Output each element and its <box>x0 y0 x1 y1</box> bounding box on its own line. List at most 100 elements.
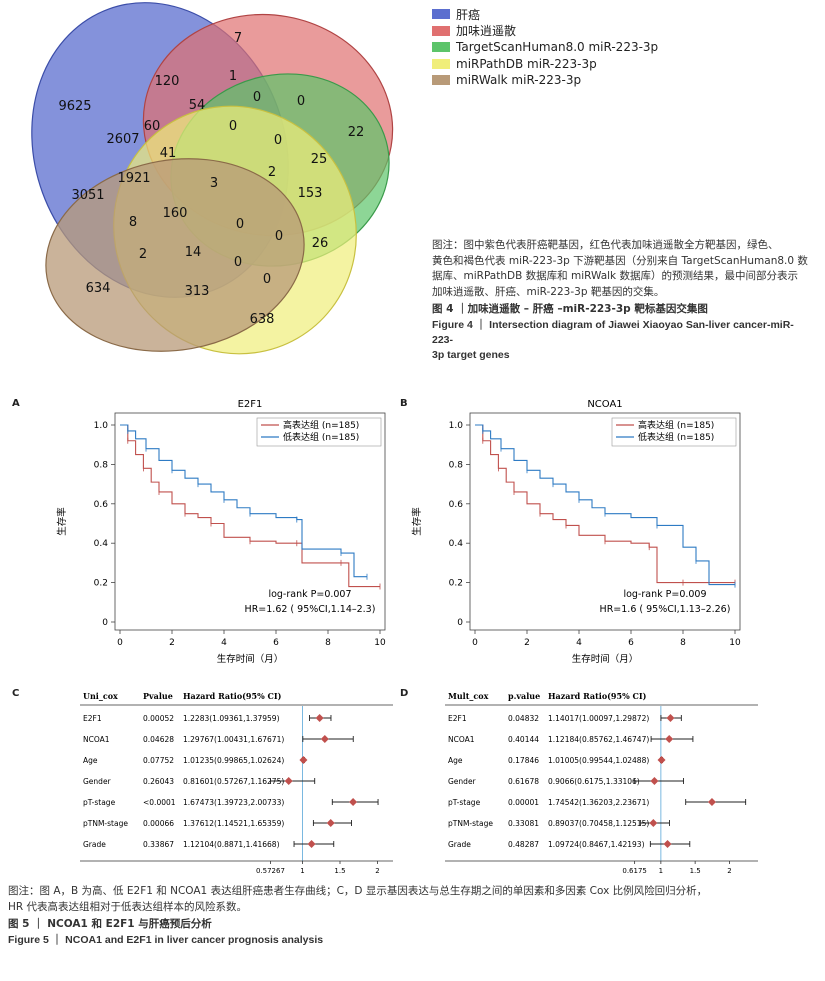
forest-row-name: NCOA1 <box>448 735 475 744</box>
forest-x-tick-label: 1 <box>300 867 304 875</box>
venn-legend-label: miRPathDB miR-223-3p <box>456 56 597 71</box>
forest-x-tick-label: 1 <box>659 867 663 875</box>
venn-legend-label: 肝癌 <box>456 7 481 22</box>
forest-x-tick-label: 0.6175 <box>622 867 647 875</box>
forest-row-hr-text: 1.09724(0.8467,1.42193) <box>548 840 645 849</box>
forest-row-name: Grade <box>448 840 471 849</box>
forest-row-p: 0.33081 <box>508 819 539 828</box>
venn-numbers: 7 120 1 9625 54 0 0 22 2607 60 0 0 41 25 1921 3 2 153 3051… <box>58 31 364 327</box>
figure5-caption-cn: 图 5 ｜ NCOA1 和 E2F1 与肝癌预后分析 <box>8 918 212 930</box>
km-x-axis-label: 生存时间（月） <box>572 653 639 665</box>
venn-region-count: 160 <box>163 206 188 221</box>
km-x-tick-label: 8 <box>325 638 331 648</box>
figure4-note-line-4: 加味逍遥散、肝癌、miR-223-3p 靶基因的交集。 <box>432 285 665 298</box>
venn-region-count: 2 <box>139 247 147 262</box>
venn-region-count: 7 <box>234 31 242 46</box>
venn-region-count: 0 <box>274 133 282 148</box>
forest-row-p: 0.61678 <box>508 777 539 786</box>
forest-row-name: pTNM-stage <box>83 819 128 828</box>
km-y-tick-label: 0.8 <box>449 460 464 470</box>
forest-row-p: 0.04628 <box>143 735 174 744</box>
forest-row-p: 0.48287 <box>508 840 539 849</box>
venn-region-count: 54 <box>189 98 206 113</box>
km-y-tick-label: 0.8 <box>94 460 109 470</box>
venn-legend-item: 肝癌 <box>432 6 658 23</box>
panel-label-c: C <box>12 688 20 699</box>
forest-row-hr-text: 0.89037(0.70458,1.12515) <box>548 819 649 828</box>
km-y-tick-label: 0.2 <box>94 579 108 589</box>
km-legend-label: 低表达组 (n=185) <box>283 431 359 443</box>
figure4-note-line-1: 图注：图中紫色代表肝癌靶基因，红色代表加味逍遥散全方靶基因，绿色、 <box>432 239 779 251</box>
forest-row-name: E2F1 <box>448 714 467 723</box>
km-y-tick-label: 0.6 <box>449 500 464 510</box>
forest-point <box>307 840 316 848</box>
km-y-tick-label: 1.0 <box>449 421 464 431</box>
figure4-note: 图注：图中紫色代表肝癌靶基因，红色代表加味逍遥散全方靶基因，绿色、 黄色和褐色代… <box>432 238 812 363</box>
venn-legend-swatch <box>432 58 450 69</box>
venn-region-count: 0 <box>234 255 242 270</box>
km-y-tick-label: 0.6 <box>94 500 109 510</box>
venn-legend-item: miRPathDB miR-223-3p <box>432 56 658 73</box>
km-y-tick-label: 0.4 <box>94 539 109 549</box>
km-x-tick-label: 4 <box>576 638 582 648</box>
forest-row-hr-text: 1.01235(0.99865,1.02624) <box>183 756 284 765</box>
venn-region-count: 8 <box>129 215 137 230</box>
figure5-note-line-2: HR 代表高表达组相对于低表达组样本的风险系数。 <box>8 900 248 913</box>
km-plot-a: E2F1 0 0.2 0.4 0.6 0.8 1.0 0 2 4 6 8 10 生存时间（月） 生存率 高表达… <box>56 399 386 665</box>
venn-region-count: 0 <box>253 90 261 105</box>
km-x-tick-label: 2 <box>169 638 175 648</box>
forest-row-hr-text: 1.74542(1.36203,2.23671) <box>548 798 649 807</box>
km-legend-label: 低表达组 (n=185) <box>638 431 714 443</box>
forest-row-name: pT-stage <box>83 798 116 807</box>
km-frame <box>114 412 386 631</box>
venn-region-count: 2 <box>268 165 276 180</box>
venn-legend-swatch <box>432 25 450 36</box>
forest-row-name: Grade <box>83 840 106 849</box>
venn-region-count: 313 <box>185 284 210 299</box>
forest-row-p: 0.00001 <box>508 798 539 807</box>
venn-region-count: 638 <box>250 312 275 327</box>
figure5-note-line-1: 图注：图 A，B 为高、低 E2F1 和 NCOA1 表达组肝癌患者生存曲线；C… <box>8 885 708 897</box>
km-title: E2F1 <box>238 399 263 410</box>
venn-legend-item: 加味逍遥散 <box>432 23 658 40</box>
km-x-tick-label: 0 <box>117 638 123 648</box>
forest-header: p.value <box>508 691 540 701</box>
km-x-tick-label: 0 <box>472 638 478 648</box>
venn-region-count: 22 <box>348 125 365 140</box>
venn-region-count: 60 <box>144 119 161 134</box>
km-curve <box>120 424 367 578</box>
venn-region-count: 3051 <box>71 188 104 203</box>
forest-plot-d: Mult_cox p.value Hazard Ratio(95% CI) E2F1 0… <box>445 691 758 878</box>
km-x-tick-label: 10 <box>374 638 386 648</box>
km-hr: HR=1.6 ( 95%CI,1.13–2.26) <box>600 604 731 615</box>
forest-row-name: pT-stage <box>448 798 481 807</box>
venn-legend-label: 加味逍遥散 <box>456 24 517 39</box>
forest-row-name: Gender <box>448 777 477 786</box>
forest-x-axis-label: Hazard Ratio <box>278 877 327 878</box>
forest-x-tick-label: 1.5 <box>690 867 701 875</box>
km-x-tick-label: 4 <box>221 638 227 648</box>
forest-row-hr-text: 1.67473(1.39723,2.00733) <box>183 798 284 807</box>
forest-row-hr-text: 1.14017(1.00097,1.29872) <box>548 714 649 723</box>
km-y-tick-label: 0.2 <box>449 579 463 589</box>
forest-plot-c: Uni_cox Pvalue Hazard Ratio(95% CI) E2F1 0.0… <box>80 691 393 878</box>
venn-legend-swatch <box>432 9 450 20</box>
forest-row-hr-text: 0.81601(0.57267,1.16275) <box>183 777 284 786</box>
km-y-tick-label: 0 <box>457 618 463 628</box>
forest-point <box>284 777 293 785</box>
venn-region-count: 0 <box>236 217 244 232</box>
forest-row-name: pTNM-stage <box>448 819 493 828</box>
forest-x-tick-label: 2 <box>727 867 731 875</box>
venn-legend-item: TargetScanHuman8.0 miR-223-3p <box>432 39 658 56</box>
venn-legend-swatch <box>432 75 450 86</box>
forest-header: Hazard Ratio(95% CI) <box>183 691 282 701</box>
forest-point <box>299 756 308 764</box>
figure5-caption-en: Figure 5 ｜ NCOA1 and E2F1 in liver cance… <box>8 933 324 946</box>
km-plot-b: NCOA1 0 0.2 0.4 0.6 0.8 1.0 0 2 4 6 8 10 生存时间（月） 生存率 高表… <box>411 399 741 665</box>
km-y-tick-label: 0 <box>102 618 108 628</box>
forest-header: Pvalue <box>143 691 173 701</box>
km-logrank: log-rank P=0.007 <box>268 589 351 600</box>
panel-label-b: B <box>400 398 408 409</box>
venn-region-count: 1 <box>229 69 237 84</box>
venn-ellipses <box>31 2 394 355</box>
